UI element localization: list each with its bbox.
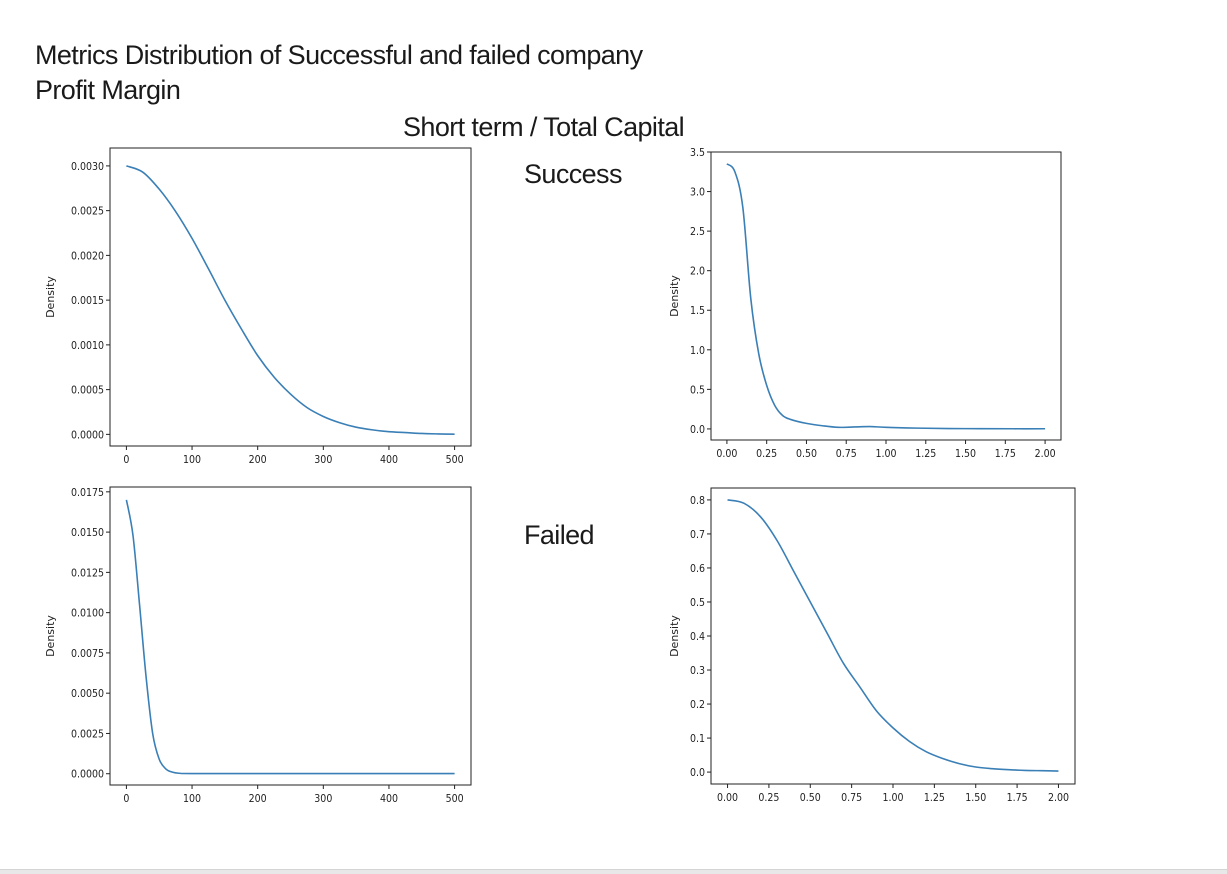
x-tick-label: 0 [123, 454, 129, 466]
x-tick-label: 2.00 [1035, 448, 1056, 460]
x-tick-label: 0.00 [716, 448, 737, 460]
profit-margin-success-chart: 0 100 200 300 400 500 0.0000 0.0005 0.0010 0.0015… [44, 147, 472, 466]
x-tick-label: 100 [183, 793, 201, 805]
x-tick-label: 0.25 [758, 792, 779, 804]
y-tick-label: 0.0050 [71, 688, 104, 700]
chart-title-line-1: Metrics Distribution of Successful and f… [35, 40, 643, 70]
profit-margin-failed-chart: 0 100 200 300 400 500 0.0000 0.0025 0.0050 0.0075… [44, 486, 472, 805]
x-tick-label: 100 [183, 454, 201, 466]
y-tick-label: 1.0 [690, 345, 705, 357]
y-tick-label: 0.0100 [71, 608, 104, 620]
y-tick-label: 0.6 [690, 563, 705, 575]
x-tick-label: 1.75 [1007, 792, 1028, 804]
short-term-capital-success-chart: 0.00 0.25 0.50 0.75 1.00 1.25 1.50 1.75 2.00 0.0 0… [668, 147, 1062, 460]
y-tick-label: 0.0150 [71, 527, 104, 539]
x-tick-label: 0.25 [756, 448, 777, 460]
plot-frame [109, 147, 472, 447]
x-tick-label: 0.50 [796, 448, 817, 460]
plot-frame [710, 151, 1062, 441]
y-tick-label: 0.0 [690, 424, 705, 436]
y-tick-label: 2.0 [690, 266, 705, 278]
y-axis-label: Density [44, 615, 57, 657]
x-tick-label: 0.75 [836, 448, 857, 460]
y-tick-label: 0.0175 [71, 487, 104, 499]
x-tick-label: 300 [314, 793, 332, 805]
row-label-success: Success [524, 159, 622, 189]
x-tick-label: 1.50 [955, 448, 976, 460]
y-tick-label: 0.0025 [71, 206, 104, 218]
density-line [727, 499, 1059, 772]
chart-subtitle: Short term / Total Capital [403, 112, 685, 142]
bottom-scrollbar-track [0, 869, 1227, 874]
y-axis-label: Density [668, 275, 681, 317]
x-tick-label: 400 [380, 793, 398, 805]
x-tick-label: 0.00 [717, 792, 738, 804]
y-tick-label: 0.8 [690, 495, 705, 507]
y-tick-label: 0.0075 [71, 648, 104, 660]
x-tick-label: 200 [249, 793, 267, 805]
plot-frame [710, 487, 1076, 785]
y-tick-label: 2.5 [690, 226, 705, 238]
x-tick-label: 0 [123, 793, 129, 805]
density-line [126, 165, 455, 435]
x-tick-label: 1.75 [995, 448, 1016, 460]
y-tick-label: 3.0 [690, 187, 705, 199]
y-tick-label: 0.0025 [71, 728, 104, 740]
y-tick-label: 0.2 [690, 699, 705, 711]
y-tick-label: 0.7 [690, 529, 705, 541]
x-tick-label: 1.00 [875, 448, 896, 460]
x-tick-label: 500 [446, 793, 464, 805]
x-tick-label: 500 [446, 454, 464, 466]
y-tick-label: 0.0030 [71, 161, 104, 173]
x-tick-label: 1.25 [924, 792, 945, 804]
x-tick-label: 1.50 [965, 792, 986, 804]
y-tick-label: 0.0010 [71, 340, 104, 352]
x-tick-label: 300 [314, 454, 332, 466]
density-line [726, 163, 1046, 430]
y-tick-label: 0.0000 [71, 429, 104, 441]
y-axis-label: Density [44, 276, 57, 318]
short-term-capital-failed-chart: 0.00 0.25 0.50 0.75 1.00 1.25 1.50 1.75 2.00 0.0 0… [668, 487, 1076, 804]
row-label-failed: Failed [524, 520, 595, 550]
x-tick-label: 0.75 [841, 792, 862, 804]
y-tick-label: 0.5 [690, 597, 705, 609]
y-tick-label: 0.5 [690, 384, 705, 396]
y-tick-label: 0.0015 [71, 295, 104, 307]
y-tick-label: 3.5 [690, 147, 705, 159]
y-tick-label: 1.5 [690, 305, 705, 317]
y-tick-label: 0.0005 [71, 385, 104, 397]
x-tick-label: 1.25 [915, 448, 936, 460]
y-axis-label: Density [668, 615, 681, 657]
y-tick-label: 0.3 [690, 665, 705, 677]
x-tick-label: 2.00 [1048, 792, 1069, 804]
y-tick-label: 0.0000 [71, 769, 104, 781]
density-line [125, 499, 455, 775]
y-tick-label: 0.0 [690, 767, 705, 779]
y-tick-label: 0.0020 [71, 250, 104, 262]
x-tick-label: 1.00 [882, 792, 903, 804]
y-tick-label: 0.4 [690, 631, 705, 643]
chart-title-line-2: Profit Margin [35, 75, 181, 105]
plot-frame [109, 486, 472, 786]
y-tick-label: 0.1 [690, 733, 705, 745]
x-tick-label: 400 [380, 454, 398, 466]
y-tick-label: 0.0125 [71, 567, 104, 579]
x-tick-label: 200 [249, 454, 267, 466]
x-tick-label: 0.50 [800, 792, 821, 804]
